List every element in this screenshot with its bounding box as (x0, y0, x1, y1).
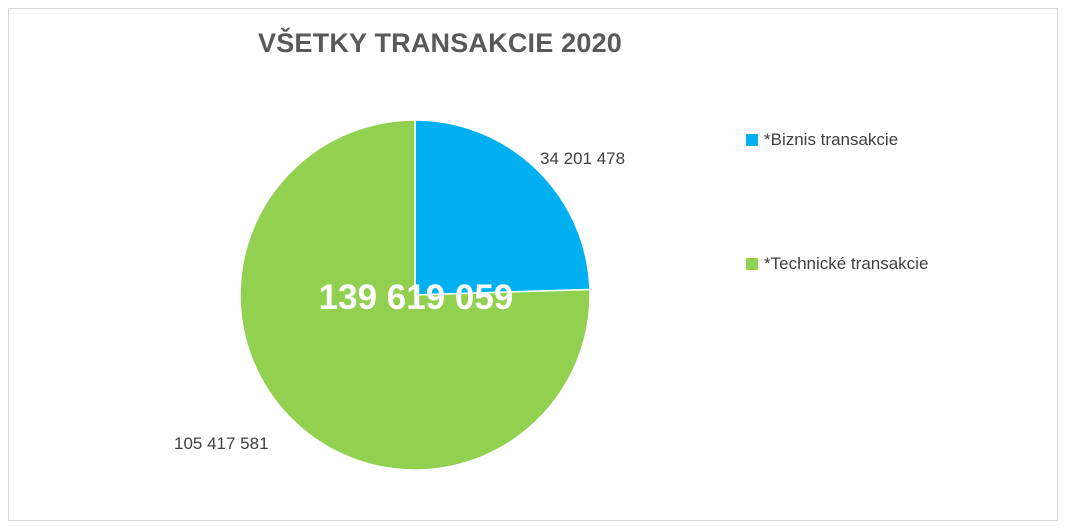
legend-label-technicke: *Technické transakcie (764, 254, 929, 273)
legend-item-biznis: *Biznis transakcie (746, 128, 928, 152)
pie-slice-technicke (239, 119, 591, 471)
pie-slice-biznis (414, 119, 591, 296)
slice-label-technicke: 105 417 581 (174, 434, 269, 453)
legend-swatch-technicke (746, 258, 758, 270)
slice-label-biznis: 34 201 478 (540, 149, 625, 168)
legend-label-biznis: *Biznis transakcie (764, 130, 899, 149)
total-label: 139 619 059 (319, 278, 514, 317)
chart-title: VŠETKY TRANSAKCIE 2020 (258, 28, 623, 58)
legend-item-technicke: *Technické transakcie (746, 252, 928, 276)
pie-slices (239, 119, 591, 471)
legend: *Biznis transakcie *Technické transakcie (746, 128, 928, 276)
legend-swatch-biznis (746, 134, 758, 146)
